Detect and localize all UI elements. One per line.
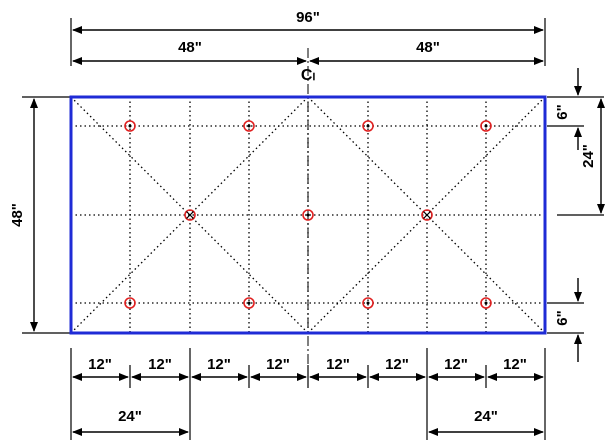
height-label: 48" [9,203,26,227]
right-dimensions: 6" 24" 6" [547,68,605,362]
panel-border [69,95,547,335]
bottom-offset-label: 6" [554,310,571,325]
half-height-label: 24" [580,144,597,168]
fastener-marker [480,120,492,132]
right-half-label: 48" [416,39,440,56]
top-offset-label: 6" [554,104,571,119]
markers [124,120,492,309]
bottom-dimensions: 12" 12" 12" 12" 12" 12" 12" 12" 24" 24" [70,348,546,440]
fastener-marker [362,120,374,132]
center-fastener-marker [302,209,314,221]
overall-width-label: 96" [296,9,320,26]
segment-label: 12" [266,356,290,373]
left-dimension: 48" [9,96,71,334]
segment-label: 12" [88,356,112,373]
top-dimensions: 96" 48" 48" [70,9,546,66]
segment-label: 12" [503,356,527,373]
panel [69,95,547,335]
segment-label: 12" [385,356,409,373]
segment-label: 12" [148,356,172,373]
fastener-marker [124,297,136,309]
left-span-label: 24" [118,408,142,425]
centerline-label: Cₗ [301,67,316,84]
left-half-label: 48" [178,39,202,56]
fastener-marker [362,297,374,309]
segment-label: 12" [207,356,231,373]
segment-label: 12" [326,356,350,373]
fastener-marker [243,297,255,309]
segment-label: 12" [444,356,468,373]
crossed-fastener-marker [184,209,196,221]
crossed-fastener-marker [421,209,433,221]
right-span-label: 24" [474,408,498,425]
fastener-marker [480,297,492,309]
fastener-marker [243,120,255,132]
fastener-marker [124,120,136,132]
